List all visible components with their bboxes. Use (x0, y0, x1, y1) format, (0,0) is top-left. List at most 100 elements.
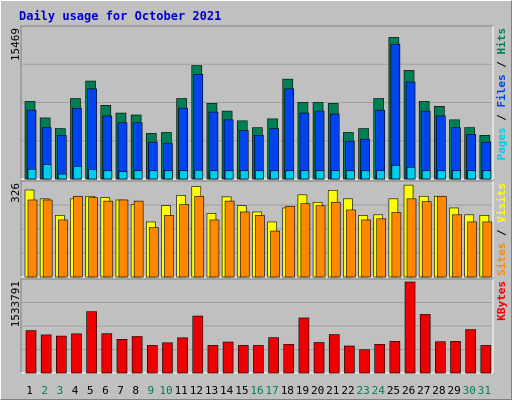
x-axis-day-label: 26 (402, 384, 415, 397)
sites-bar (58, 219, 68, 278)
files-bar (314, 110, 325, 180)
x-axis-day-label: 23 (357, 384, 370, 397)
pages-bar (255, 170, 264, 180)
x-axis-day-label: 8 (132, 384, 139, 397)
pages-bar (391, 165, 401, 180)
pages-bar (285, 170, 295, 180)
x-axis-day-label: 29 (447, 384, 460, 397)
y-axis-max-label: 1533791 (9, 281, 22, 327)
sites-bar (346, 209, 356, 278)
files-bar (436, 115, 446, 180)
kbytes-bar (435, 341, 446, 374)
kbytes-bar (389, 341, 401, 374)
kbytes-bar (56, 335, 67, 374)
sites-bar (361, 219, 371, 278)
y-axis-max-label: 15469 (9, 28, 22, 61)
legend-visits: Visits (495, 183, 508, 223)
pages-bar (467, 170, 476, 180)
pages-bar (88, 169, 97, 180)
files-bar (329, 113, 340, 180)
kbytes-bar (328, 334, 340, 374)
sites-bar (194, 195, 205, 278)
pages-bar (376, 170, 386, 180)
pages-bar (133, 170, 143, 180)
legend-kbytes: KBytes (495, 281, 508, 321)
x-axis-day-label: 1 (26, 384, 33, 397)
pages-bar (239, 170, 249, 180)
files-bar (390, 43, 401, 180)
legend-files: Files (495, 74, 508, 107)
pages-bar (330, 170, 340, 180)
sites-bar (270, 230, 280, 278)
x-axis-day-label: 20 (311, 384, 324, 397)
x-axis-day-label: 4 (72, 384, 79, 397)
sites-bar (148, 227, 159, 278)
pages-bar (73, 166, 82, 180)
x-axis-day-label: 28 (432, 384, 445, 397)
files-bar (299, 112, 310, 180)
x-axis-day-label: 3 (57, 384, 64, 397)
kbytes-bar (419, 314, 431, 374)
files-bar (117, 122, 128, 180)
x-axis-day-label: 7 (117, 384, 124, 397)
kbytes-bar (177, 337, 188, 374)
kbytes-bar (40, 334, 52, 374)
pages-bar (164, 170, 173, 180)
pages-bar (270, 170, 279, 180)
x-axis-day-label: 11 (175, 384, 188, 397)
kbytes-bar (465, 329, 476, 374)
sites-bar (88, 197, 98, 278)
pages-bar (437, 170, 446, 180)
sites-bar (285, 205, 296, 278)
pages-bar (194, 169, 204, 180)
sites-bar (376, 218, 387, 278)
legend-sites: Sites (495, 243, 508, 276)
pages-bar (209, 170, 219, 180)
pages-bar (346, 170, 355, 180)
sites-bar (118, 199, 129, 278)
pages-bar (58, 173, 67, 180)
x-axis-day-label: 10 (159, 384, 172, 397)
kbytes-bar (25, 330, 37, 374)
x-axis-day-label: 19 (296, 384, 309, 397)
sites-bar (467, 221, 477, 278)
x-axis-day-label: 13 (205, 384, 218, 397)
kbytes-bar (283, 343, 295, 374)
files-bar (208, 111, 219, 180)
x-axis-day-label: 9 (148, 384, 155, 397)
sites-bar (209, 219, 220, 278)
kbytes-bar (222, 341, 234, 374)
files-bar (223, 119, 234, 180)
pages-bar (118, 171, 128, 180)
kbytes-bar (359, 349, 370, 374)
x-axis-day-label: 17 (266, 384, 279, 397)
kbytes-bar (101, 333, 113, 374)
legend-separator: / (495, 223, 508, 243)
pages-bar (482, 170, 492, 180)
sites-bar (406, 198, 417, 278)
files-bar (405, 81, 416, 180)
pages-bar (148, 170, 158, 180)
sites-bar (255, 215, 265, 278)
sites-bar (164, 215, 174, 278)
sites-bar (482, 221, 493, 278)
kbytes-bar (298, 317, 310, 374)
kbytes-bar (268, 337, 279, 374)
kbytes-bar (313, 342, 325, 374)
sites-bar (437, 195, 447, 278)
sites-bar (330, 201, 341, 278)
x-axis-day-label: 27 (417, 384, 430, 397)
kbytes-bar (253, 345, 264, 374)
sites-bar (391, 212, 402, 278)
kbytes-bar (450, 341, 461, 374)
x-axis-day-label: 2 (41, 384, 48, 397)
legend-hits: Hits (495, 28, 508, 55)
x-axis-day-label: 30 (463, 384, 476, 397)
files-bar (178, 107, 188, 180)
x-axis-day-label: 21 (326, 384, 339, 397)
files-bar (57, 135, 67, 180)
x-axis-day-label: 31 (478, 384, 491, 397)
pages-bar (361, 170, 370, 180)
